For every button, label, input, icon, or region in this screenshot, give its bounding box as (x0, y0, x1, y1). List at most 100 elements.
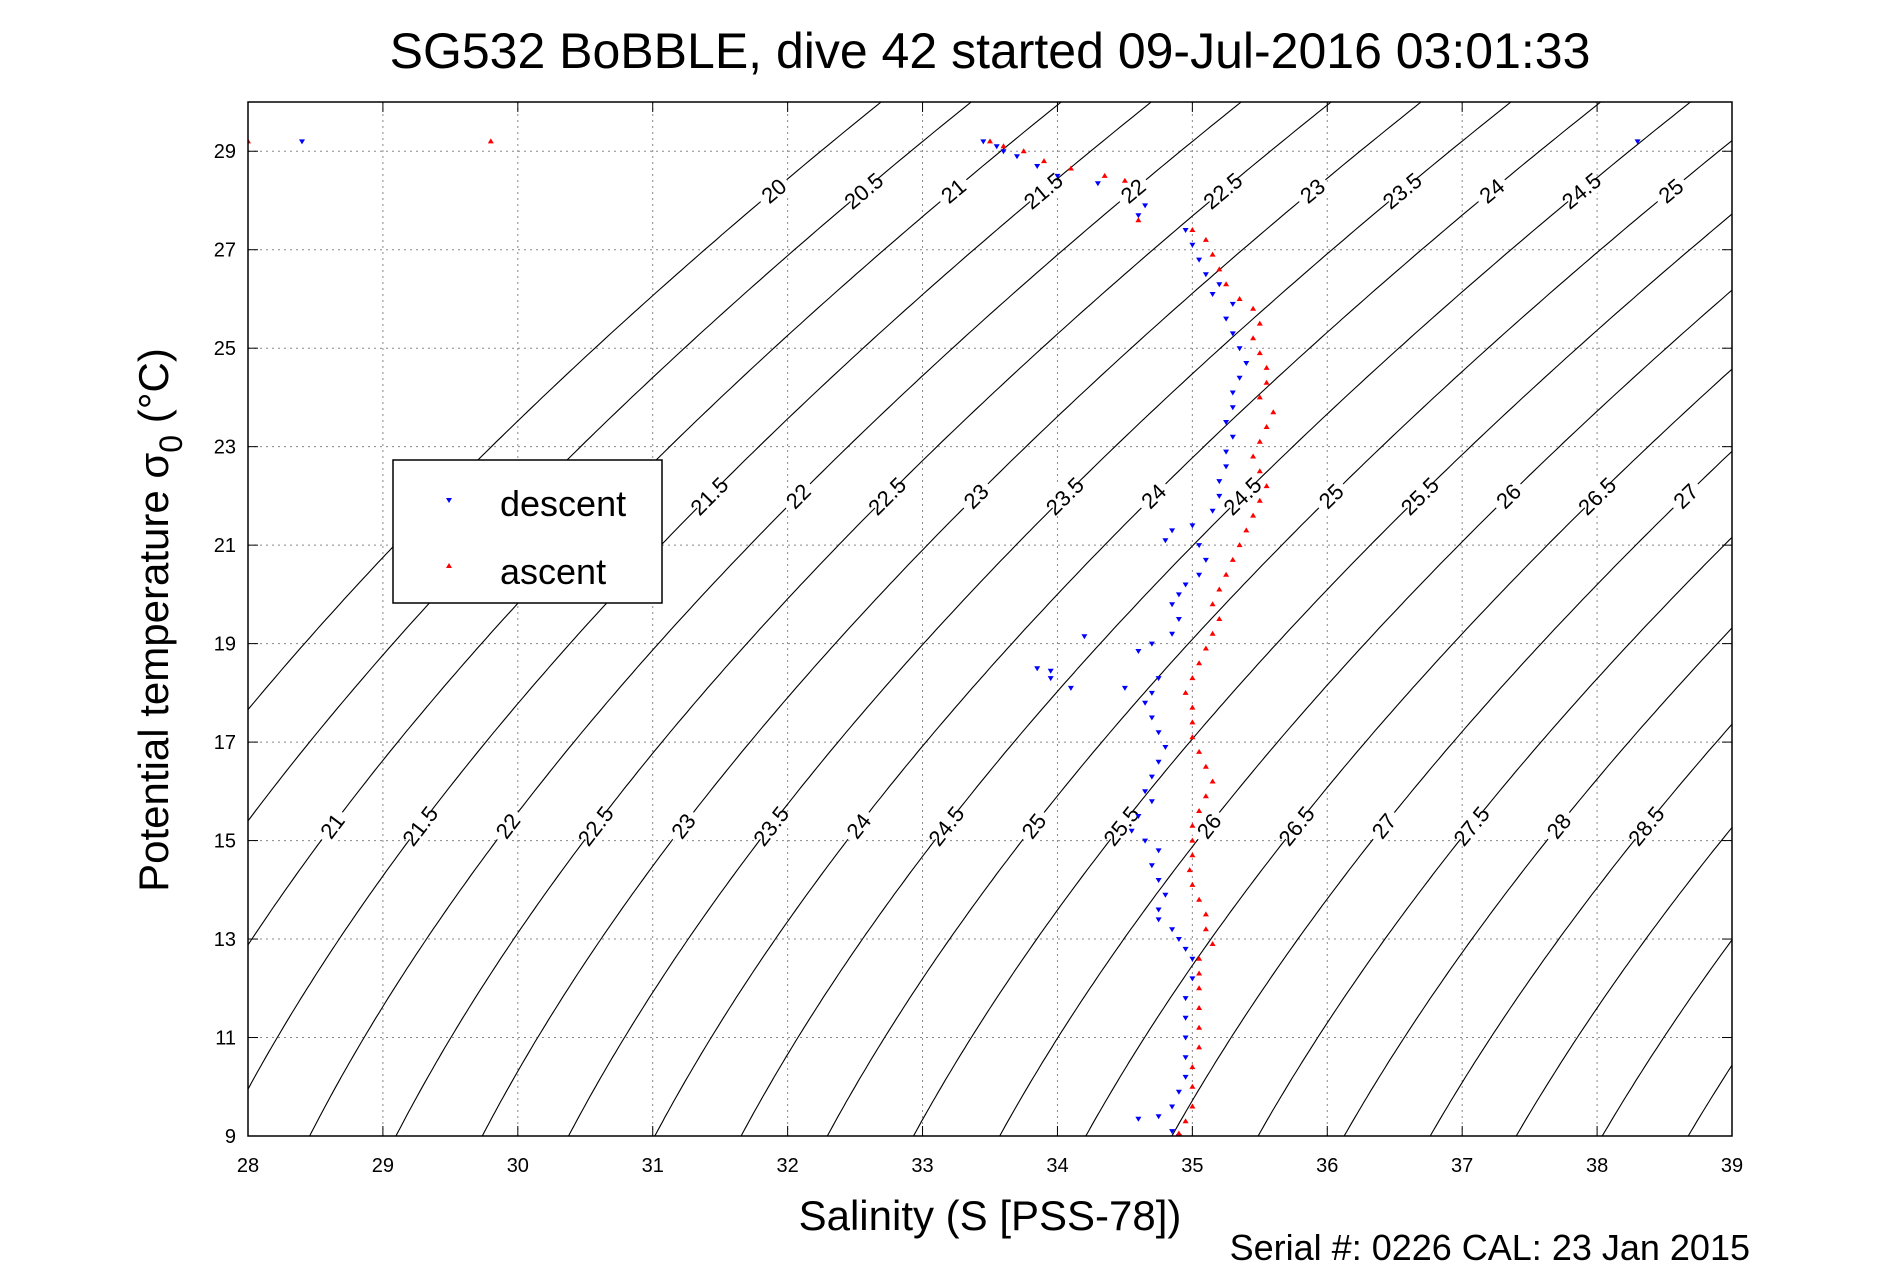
sigma-contour-label-bg (1132, 475, 1174, 517)
descent-point (1196, 543, 1203, 549)
ascent-point (1250, 453, 1257, 459)
ascent-point (1189, 704, 1196, 710)
descent-point (1047, 676, 1054, 682)
descent-point (1169, 927, 1176, 933)
descent-point (1169, 1129, 1176, 1135)
sigma-contour-label: 20 (757, 174, 792, 209)
sigma-contour-label-bg (1291, 170, 1334, 211)
ascent-point (1209, 630, 1216, 636)
sigma-contour-label: 23 (1295, 174, 1330, 209)
ascent-point (1196, 955, 1203, 961)
sigma-contour-label-bg (1470, 170, 1513, 211)
ascent-point (1250, 335, 1257, 341)
descent-point (1216, 282, 1223, 288)
descent-point (1229, 434, 1236, 440)
descent-point (1189, 956, 1196, 962)
ascent-point (1256, 350, 1263, 356)
descent-point (1155, 1114, 1162, 1120)
descent-point (1162, 745, 1169, 750)
descent-point (1182, 228, 1189, 233)
descent-point (1155, 730, 1162, 736)
ascent-point (1202, 793, 1209, 799)
x-tick-label: 34 (1046, 1155, 1068, 1177)
sigma-contour-label-bg (1625, 805, 1667, 847)
sigma-contour-line (248, 102, 1063, 946)
sigma-contour-label: 25 (1017, 809, 1052, 844)
descent-point (1202, 557, 1209, 563)
descent-point (1243, 361, 1250, 366)
sigma-contour-label: 23 (666, 809, 701, 844)
ascent-point (1020, 148, 1027, 154)
sigma-contour-label: 21.5 (1019, 168, 1068, 215)
descent-point (1182, 996, 1189, 1002)
ascent-point (1189, 837, 1196, 843)
descent-point (1182, 1055, 1189, 1061)
sigma-contour-label: 25.5 (1098, 802, 1144, 851)
y-tick-label: 19 (214, 634, 236, 656)
sigma-contour-label-bg (955, 475, 997, 517)
sigma-contour-label-bg (926, 805, 966, 847)
y-tick-label: 9 (225, 1126, 236, 1148)
sigma-contour-label-bg (663, 805, 703, 847)
ascent-point (1196, 1044, 1203, 1050)
descent-point (1189, 976, 1196, 982)
descent-point (1223, 420, 1230, 425)
ascent-point (1216, 266, 1223, 272)
x-tick-label: 35 (1181, 1155, 1203, 1177)
sigma-contour-line (395, 102, 1332, 1136)
x-tick-label: 33 (911, 1155, 933, 1177)
descent-point (1135, 649, 1142, 654)
descent-point (1121, 685, 1128, 691)
sigma-contour-label-bg (1013, 805, 1054, 847)
sigma-contour-label: 26 (1192, 809, 1227, 844)
ascent-point (1186, 867, 1193, 873)
sigma-contour-label-bg (1664, 475, 1707, 517)
sigma-contour-label-bg (1201, 170, 1244, 211)
sigma-contour-line (248, 102, 973, 822)
descent-point (1182, 1015, 1189, 1021)
descent-point (1223, 316, 1230, 322)
descent-point (1135, 213, 1142, 219)
descent-point (1148, 799, 1155, 805)
sigma-contour-line (999, 289, 1732, 1136)
ascent-point (1256, 320, 1263, 326)
legend-ascent-marker (446, 563, 452, 568)
ascent-point (1000, 143, 1007, 149)
sigma-contour-label: 25 (1654, 174, 1689, 209)
descent-point (1169, 528, 1176, 534)
ascent-point (1135, 217, 1142, 223)
grid-lines (247, 102, 1733, 1137)
sigma-contour-label-bg (1576, 475, 1618, 517)
sigma-contour-label: 26.5 (1274, 802, 1320, 851)
sigma-contour-label: 22 (1116, 174, 1151, 209)
ascent-point (1209, 778, 1216, 784)
sigma-contour-line (912, 213, 1732, 1136)
sigma-contour-line (1601, 938, 1732, 1136)
sigma-contour-label: 28 (1542, 809, 1577, 844)
sigma-contour-label: 22.5 (1198, 168, 1247, 215)
descent-point (1229, 405, 1236, 411)
descent-point (1034, 666, 1041, 672)
descent-point (1081, 634, 1088, 640)
sigma-contour-label: 24.5 (923, 802, 969, 851)
ascent-point (1189, 675, 1196, 681)
descent-point (1135, 814, 1142, 819)
y-axis-label: Potential temperature σ0 (°C) (130, 348, 189, 892)
sigma-contour-label-bg (750, 805, 791, 847)
descent-point (1216, 493, 1223, 499)
descent-point (1142, 789, 1149, 795)
sigma-contour-line (1171, 450, 1732, 1136)
descent-point (1054, 173, 1061, 179)
sigma-contour-label: 23.5 (748, 802, 794, 851)
descent-point (1142, 203, 1149, 209)
ascent-point (1121, 177, 1128, 183)
sigma-contour-line (308, 102, 1243, 1136)
sigma-contour-label: 27 (1367, 809, 1402, 844)
sigma-contour-line (248, 102, 882, 711)
descent-point (1155, 676, 1162, 682)
ascent-point (1236, 542, 1243, 548)
ascent-point (1196, 808, 1203, 813)
sigma-contour-line (567, 102, 1512, 1136)
descent-point (1236, 375, 1243, 381)
descent-point (1148, 774, 1155, 780)
